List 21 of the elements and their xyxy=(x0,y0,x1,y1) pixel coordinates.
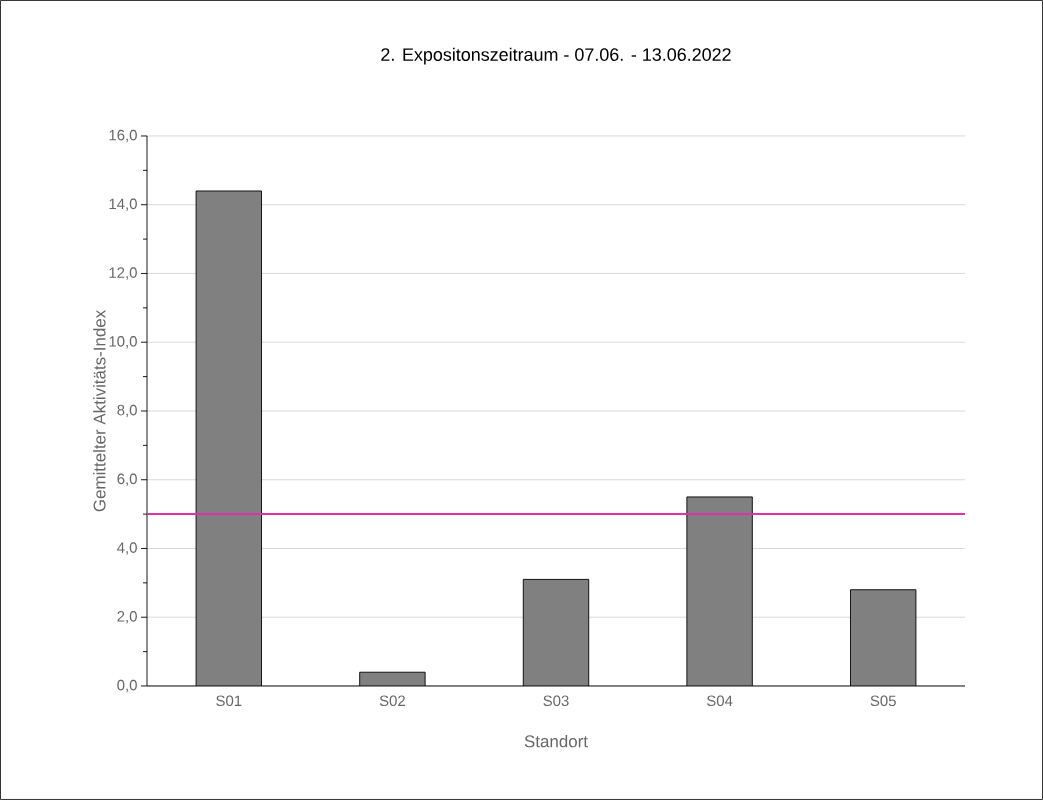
y-tick-label: 10,0 xyxy=(109,336,137,349)
chart-title: 2. Expositonszeitraum - 07.06. - 13.06.2022 xyxy=(381,47,731,65)
y-tick-label: 2,0 xyxy=(117,611,137,624)
y-tick-label: 4,0 xyxy=(117,542,137,555)
y-tick-label: 8,0 xyxy=(117,404,137,418)
bar xyxy=(196,190,262,686)
x-tick-label: S03 xyxy=(543,695,569,707)
x-axis-title: Standort xyxy=(524,734,588,748)
y-tick-label: 0,0 xyxy=(117,679,137,693)
bar xyxy=(686,496,753,686)
bar xyxy=(850,589,917,686)
y-tick-label: 12,0 xyxy=(109,267,137,280)
x-tick-label: S04 xyxy=(706,695,733,707)
x-tick-label: S01 xyxy=(216,695,242,707)
y-tick-label: 16,0 xyxy=(109,129,137,143)
y-tick-label: 14,0 xyxy=(109,198,137,211)
bar xyxy=(523,579,589,686)
x-tick-label: S02 xyxy=(379,695,405,707)
y-tick-label: 6,0 xyxy=(117,473,137,486)
y-axis-title: Gemittelter Aktivitäts-Index xyxy=(93,310,106,512)
x-tick-label: S05 xyxy=(870,695,896,707)
